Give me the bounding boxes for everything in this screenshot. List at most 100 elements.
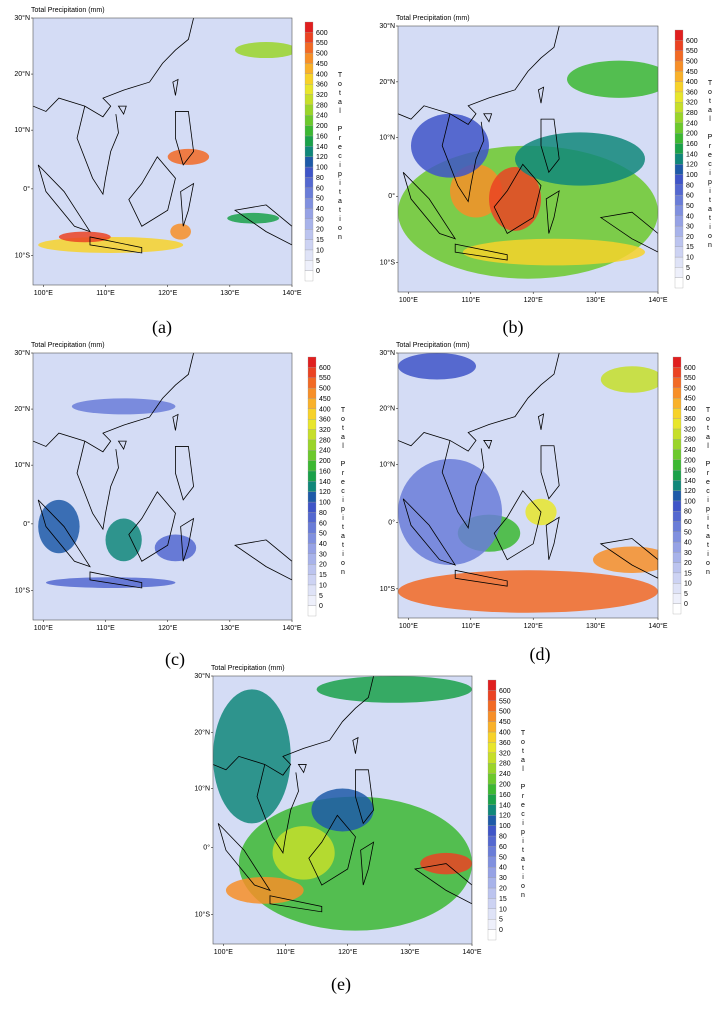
colorbar-label: 80 <box>686 182 694 189</box>
colorbar-box <box>487 794 497 805</box>
lon-label: 130°E <box>586 622 605 630</box>
colorbar-label: 450 <box>319 396 331 403</box>
precip-area <box>515 132 645 186</box>
lon-label: 100°E <box>399 296 418 304</box>
colorbar-box <box>674 133 684 144</box>
colorbar-box <box>674 122 684 134</box>
colorbar-title: Total Precipitation <box>707 80 712 251</box>
lat-label: 10°N <box>194 785 210 793</box>
precip-area <box>213 689 291 824</box>
colorbar-box <box>672 397 682 409</box>
map-frame <box>397 352 659 619</box>
colorbar-label: 30 <box>686 224 694 231</box>
precip-area <box>593 546 658 573</box>
colorbar-box <box>307 543 317 554</box>
colorbar-label: 320 <box>499 750 511 757</box>
coast <box>175 111 193 164</box>
colorbar-box <box>304 84 314 95</box>
colorbar-label: 50 <box>499 854 507 861</box>
colorbar-label: 120 <box>684 488 696 495</box>
lon-label: 140°E <box>648 622 667 630</box>
colorbar-box <box>304 52 314 64</box>
coast <box>181 184 194 227</box>
colorbar-box <box>674 29 684 41</box>
colorbar-box <box>674 81 684 93</box>
colorbar-box <box>674 143 684 154</box>
lon-label: 120°E <box>338 948 357 956</box>
colorbar-label: 100 <box>686 172 698 179</box>
colorbar-label: 400 <box>319 406 331 413</box>
colorbar-label: 550 <box>686 48 698 55</box>
colorbar-label: 200 <box>319 458 331 465</box>
colorbar-label: 10 <box>684 581 692 588</box>
colorbar-label: 40 <box>319 541 327 548</box>
colorbar-box <box>304 73 314 85</box>
colorbar-label: 500 <box>499 709 511 716</box>
colorbar-box <box>487 877 497 889</box>
precip-area <box>235 42 292 59</box>
colorbar-box <box>307 574 317 586</box>
colorbar-box <box>307 564 317 575</box>
colorbar-label: 80 <box>684 509 692 516</box>
precip-area <box>316 676 472 703</box>
lon-label: 120°E <box>524 296 543 304</box>
colorbar-box <box>672 531 682 543</box>
colorbar-label: 140 <box>684 478 696 485</box>
colorbar-box <box>672 408 682 419</box>
colorbar-label: 400 <box>316 71 328 78</box>
colorbar-box <box>672 603 682 615</box>
colorbar-label: 500 <box>316 51 328 58</box>
colorbar-box <box>672 480 682 491</box>
colorbar-box <box>674 164 684 175</box>
lon-label: 110°E <box>96 289 115 297</box>
coast <box>38 165 90 232</box>
colorbar-label: 10 <box>319 582 327 589</box>
colorbar-label: 30 <box>316 216 324 223</box>
colorbar-box <box>674 225 684 237</box>
lat-label: 10°S <box>195 911 211 919</box>
colorbar-label: 50 <box>319 531 327 538</box>
colorbar-label: 200 <box>684 457 696 464</box>
precip-area <box>38 499 80 554</box>
coast <box>270 896 322 912</box>
lat-label: 10°N <box>379 134 395 142</box>
colorbar-box <box>304 177 314 188</box>
coastline <box>398 353 658 586</box>
colorbar-box <box>304 249 314 261</box>
map-frame <box>32 352 293 621</box>
colorbar-label: 20 <box>316 227 324 234</box>
map-field <box>398 26 658 292</box>
colorbar-box <box>487 752 497 764</box>
colorbar-box <box>487 783 497 795</box>
coast <box>538 414 543 430</box>
colorbar-label: 200 <box>686 131 698 138</box>
colorbar-box <box>304 104 314 116</box>
coast <box>455 570 507 586</box>
colorbar-box <box>304 208 314 219</box>
colorbar-box <box>307 522 317 534</box>
panel-label: (d) <box>530 644 551 665</box>
colorbar-box <box>307 377 317 389</box>
lon-label: 130°E <box>586 296 605 304</box>
colorbar-label: 160 <box>316 133 328 140</box>
colorbar-box <box>307 553 317 565</box>
coast <box>484 114 492 122</box>
lat-label: 0° <box>203 844 210 852</box>
coast <box>235 205 292 245</box>
lat-label: 10°N <box>379 460 395 468</box>
precip-area <box>272 826 335 880</box>
colorbar-box <box>307 532 317 544</box>
lon-label: 110°E <box>461 622 480 630</box>
colorbar-label: 30 <box>684 550 692 557</box>
colorbar-box <box>307 367 317 378</box>
lon-label: 100°E <box>34 624 53 632</box>
colorbar-box <box>674 102 684 113</box>
colorbar-label: 360 <box>686 89 698 96</box>
coast <box>77 106 118 194</box>
map-field <box>33 353 292 620</box>
coast <box>601 539 658 579</box>
coast <box>355 770 373 824</box>
colorbar-label: 600 <box>686 38 698 45</box>
colorbar-label: 40 <box>684 540 692 547</box>
